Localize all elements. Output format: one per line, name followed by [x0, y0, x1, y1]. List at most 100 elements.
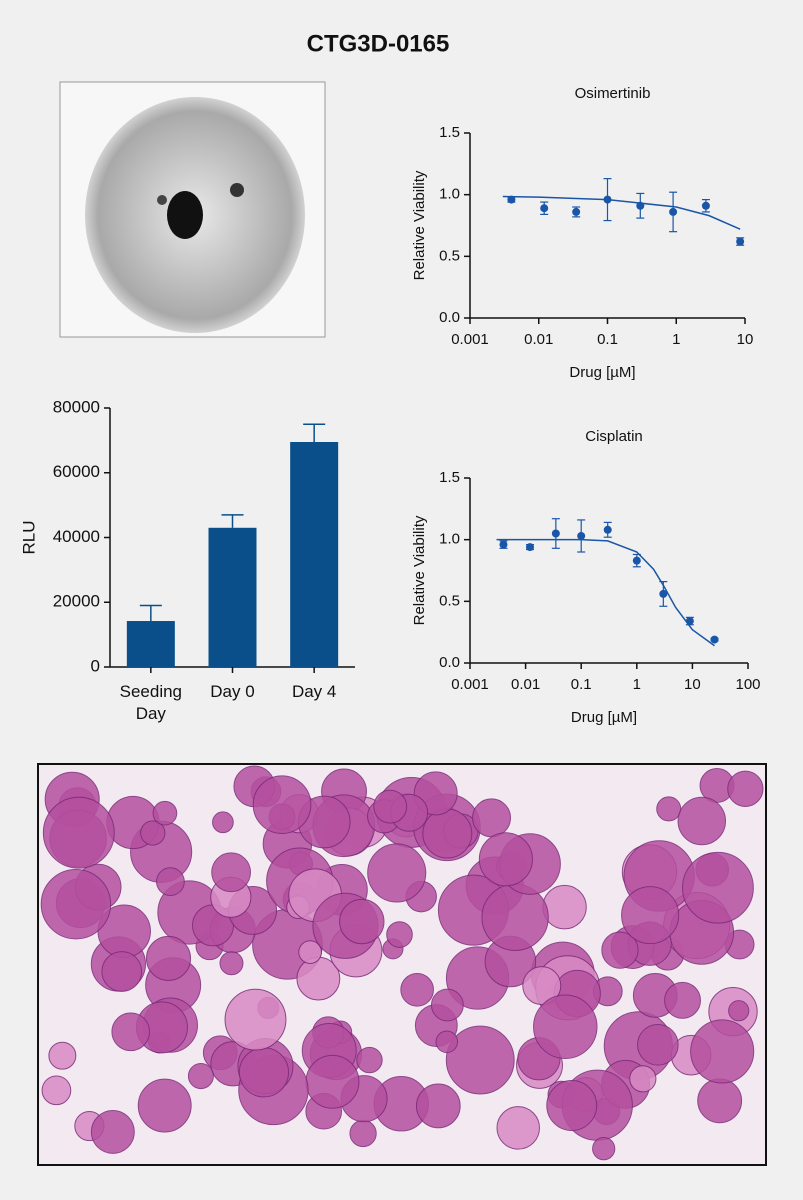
- cell-cluster: [478, 832, 533, 887]
- fit-curve: [502, 195, 741, 230]
- cell-cluster: [400, 972, 434, 1007]
- cell-cluster: [682, 851, 754, 924]
- cell-cluster: [621, 886, 680, 945]
- cell-cluster: [252, 775, 312, 835]
- x-tick-label: 0.001: [451, 676, 489, 693]
- cell-cluster: [546, 1080, 598, 1131]
- y-tick-label: 0.0: [439, 309, 460, 326]
- y-tick-label: 0.0: [439, 654, 460, 671]
- cell-cluster: [727, 770, 764, 807]
- cell-cluster: [349, 1119, 377, 1148]
- point: [603, 195, 612, 204]
- cell-cluster: [422, 808, 473, 859]
- bar: [126, 621, 175, 667]
- cell-cluster: [298, 940, 322, 964]
- cell-cluster: [187, 1063, 214, 1090]
- cell-cluster: [156, 867, 185, 896]
- point: [669, 207, 678, 216]
- cell-cluster: [40, 868, 112, 940]
- x-tick-label: Seeding Day: [119, 682, 183, 723]
- cells: [40, 765, 764, 1161]
- cell-cluster: [637, 1023, 679, 1066]
- bar: [290, 441, 339, 667]
- point: [685, 617, 694, 626]
- y-axis-label: Relative Viability: [411, 170, 428, 280]
- point: [701, 201, 710, 210]
- cell-cluster: [224, 988, 287, 1051]
- point: [540, 204, 549, 213]
- point: [736, 237, 745, 246]
- cell-cluster: [137, 1078, 192, 1133]
- point: [603, 525, 612, 534]
- y-tick-label: 0.5: [439, 592, 460, 609]
- fit-curve: [496, 538, 715, 647]
- cell-cluster: [697, 1078, 743, 1124]
- x-tick-label: Day 4: [291, 682, 337, 701]
- cell-cluster: [42, 796, 115, 869]
- cell-cluster: [592, 1136, 616, 1161]
- point: [659, 589, 668, 598]
- x-axis-label: Drug [µM]: [571, 709, 637, 726]
- cell-cluster: [211, 852, 251, 893]
- y-tick-label: 1.5: [439, 124, 460, 141]
- y-tick-label: 0: [91, 656, 100, 675]
- cell-cluster: [356, 1046, 383, 1074]
- point: [577, 531, 586, 540]
- point: [710, 635, 719, 644]
- cell-cluster: [435, 1030, 459, 1054]
- cell-cluster: [430, 988, 464, 1022]
- cell-cluster: [664, 981, 701, 1019]
- cell-cluster: [472, 798, 511, 838]
- point: [636, 201, 645, 210]
- cell-cluster: [219, 951, 244, 976]
- cell-cluster: [238, 1047, 290, 1098]
- cell-cluster: [48, 1041, 77, 1070]
- point: [572, 207, 581, 216]
- cell-cluster: [445, 1025, 515, 1095]
- point: [551, 529, 560, 538]
- y-axis-label: Relative Viability: [411, 515, 428, 625]
- cell-cluster: [152, 800, 178, 826]
- cell-cluster: [145, 935, 192, 981]
- x-tick-label: 0.01: [511, 676, 540, 693]
- cell-cluster: [41, 1075, 72, 1106]
- cell-cluster: [690, 1019, 755, 1084]
- figure-title: CTG3D-0165: [307, 30, 450, 57]
- cell-cluster: [481, 883, 549, 951]
- x-tick-label: 1: [633, 676, 641, 693]
- x-tick-label: 0.01: [524, 331, 553, 348]
- cell-cluster: [522, 966, 562, 1006]
- cell-cluster: [496, 1106, 540, 1150]
- y-axis-label: RLU: [19, 520, 38, 554]
- point: [526, 543, 535, 552]
- cell-cluster: [542, 884, 587, 930]
- cell-cluster: [656, 796, 682, 822]
- cell-cluster: [415, 1083, 461, 1129]
- x-axis-label: Drug [µM]: [569, 364, 635, 381]
- x-tick-label: 0.1: [597, 331, 618, 348]
- cell-cluster: [140, 820, 166, 846]
- y-tick-label: 1.5: [439, 469, 460, 486]
- point: [507, 195, 516, 204]
- cell-cluster: [373, 789, 408, 824]
- organoid-spot: [157, 195, 167, 205]
- organoid-core: [167, 191, 203, 239]
- cell-cluster: [601, 931, 639, 969]
- cell-cluster: [111, 1012, 151, 1052]
- y-tick-label: 20000: [53, 592, 100, 611]
- y-tick-label: 80000: [53, 397, 100, 416]
- x-tick-label: 100: [735, 676, 760, 693]
- cell-cluster: [728, 1000, 750, 1022]
- chart-title: Cisplatin: [585, 428, 643, 445]
- organoid-spot: [230, 183, 244, 197]
- x-tick-label: 0.1: [571, 676, 592, 693]
- cell-cluster: [386, 921, 413, 948]
- x-tick-label: Day 0: [210, 682, 255, 701]
- x-tick-label: 0.001: [451, 331, 489, 348]
- cell-cluster: [90, 1109, 135, 1154]
- x-tick-label: 1: [672, 331, 680, 348]
- cell-cluster: [212, 811, 234, 834]
- cell-cluster: [339, 898, 385, 945]
